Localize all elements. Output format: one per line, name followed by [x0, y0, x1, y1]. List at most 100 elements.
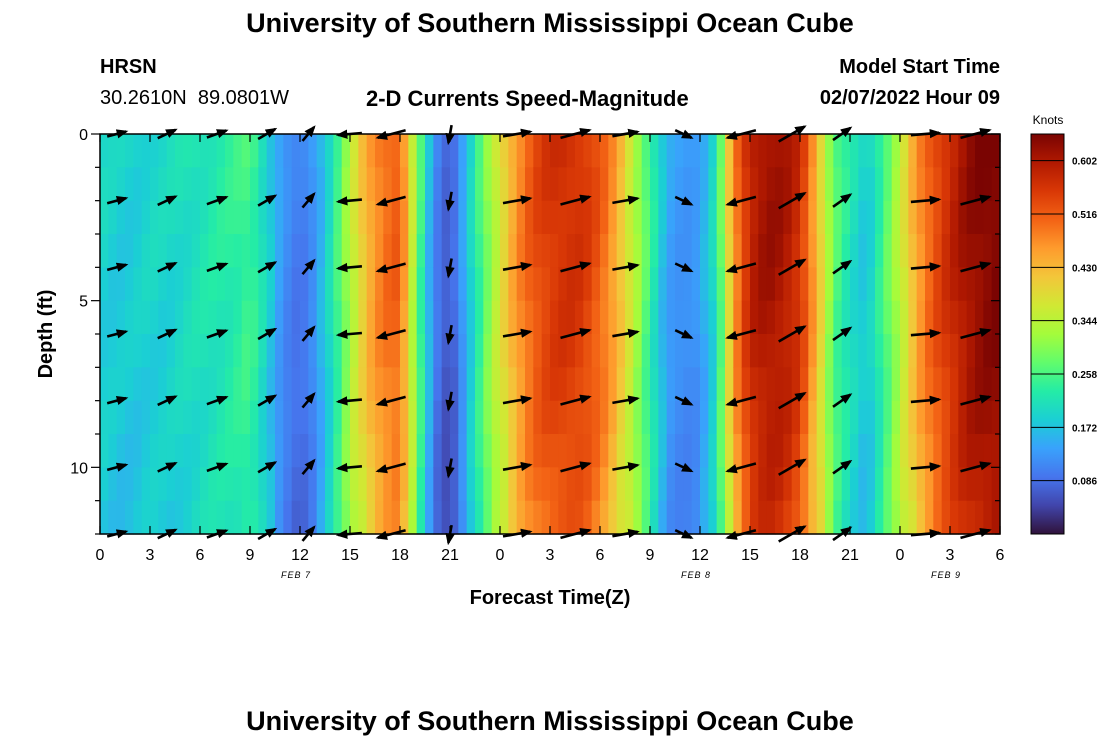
heatmap-cell: [933, 267, 943, 302]
heatmap-cell: [775, 167, 784, 202]
heatmap-cell: [141, 367, 151, 402]
heatmap-cell: [583, 267, 593, 302]
heatmap-cell: [733, 200, 743, 235]
heatmap-cell: [300, 167, 309, 202]
heatmap-cell: [775, 200, 784, 235]
heatmap-cell: [825, 300, 834, 335]
heatmap-cell: [316, 134, 326, 168]
heatmap-cell: [191, 400, 201, 435]
heatmap-cell: [683, 134, 693, 168]
heatmap-cell: [816, 267, 826, 302]
heatmap-cell: [816, 400, 826, 435]
heatmap-cell: [816, 434, 826, 468]
heatmap-cell: [808, 300, 818, 335]
heatmap-cell: [466, 134, 476, 168]
heatmap-cell: [875, 400, 884, 435]
heatmap-cell: [708, 234, 718, 268]
heatmap-cell: [975, 200, 984, 235]
heatmap-cell: [816, 500, 826, 535]
heatmap-cell: [425, 167, 434, 202]
heatmap-cell: [475, 467, 484, 502]
heatmap-cell: [316, 267, 326, 302]
heatmap-cell: [466, 434, 476, 468]
heatmap-cell: [325, 134, 334, 168]
heatmap-cell: [316, 367, 326, 402]
heatmap-cell: [425, 434, 434, 468]
heatmap-cell: [216, 500, 226, 535]
current-vector-arrow: [335, 462, 363, 473]
heatmap-cell: [991, 367, 1001, 402]
heatmap-cell: [233, 500, 243, 535]
heatmap-cell: [700, 200, 709, 235]
heatmap-cell: [216, 200, 226, 235]
heatmap-cell: [633, 500, 643, 535]
heatmap-cell: [233, 400, 243, 435]
heatmap-cell: [491, 300, 501, 335]
heatmap-cell: [141, 467, 151, 502]
heatmap-cell: [233, 200, 243, 235]
heatmap-cell: [333, 234, 343, 268]
heatmap-cell: [866, 334, 876, 368]
heatmap-cell: [308, 267, 318, 302]
heatmap-cell: [675, 234, 684, 268]
heatmap-cell: [241, 267, 251, 302]
heatmap-cell: [275, 467, 284, 502]
heatmap-cell: [741, 267, 751, 302]
heatmap-cell: [808, 500, 818, 535]
heatmap-cell: [175, 234, 184, 268]
x-tick-label: 6: [996, 547, 1005, 564]
heatmap-cell: [791, 467, 801, 502]
heatmap-cell: [341, 500, 351, 535]
current-vector-arrow: [778, 258, 807, 276]
y-tick-label: 5: [79, 294, 88, 311]
heatmap-cell: [208, 134, 218, 168]
heatmap-cell: [433, 167, 443, 202]
heatmap-cell: [433, 367, 443, 402]
heatmap-cell: [250, 400, 259, 435]
heatmap-cell: [433, 500, 443, 535]
current-vector-arrow: [674, 395, 694, 406]
heatmap-cell: [241, 467, 251, 502]
heatmap-cell: [691, 200, 701, 235]
heatmap-cell: [583, 134, 593, 168]
heatmap-cell: [725, 334, 734, 368]
heatmap-cell: [200, 334, 209, 368]
heatmap-cell: [358, 400, 368, 435]
heatmap-cell: [691, 267, 701, 302]
heatmap-cell: [866, 300, 876, 335]
heatmap-cell: [416, 234, 426, 268]
heatmap-cell: [558, 400, 568, 435]
heatmap-cell: [483, 267, 493, 302]
current-vector-arrow: [502, 195, 533, 205]
heatmap-cell: [650, 300, 659, 335]
heatmap-cell: [700, 467, 709, 502]
heatmap-cell: [850, 267, 859, 302]
heatmap-cell: [883, 234, 893, 268]
heatmap-cell: [491, 434, 501, 468]
heatmap-cell: [358, 500, 368, 535]
colorbar-tick-label: 0.258: [1072, 370, 1097, 381]
heatmap-cell: [258, 134, 268, 168]
heatmap-cell: [441, 267, 451, 302]
heatmap-cell: [208, 167, 218, 202]
heatmap-cell: [200, 434, 209, 468]
heatmap-cell: [300, 367, 309, 402]
heatmap-cell: [141, 334, 151, 368]
heatmap-cell: [808, 234, 818, 268]
heatmap-cell: [508, 200, 518, 235]
heatmap-cell: [533, 167, 543, 202]
heatmap-cell: [375, 267, 384, 302]
heatmap-cell: [175, 334, 184, 368]
current-vector-arrow: [301, 458, 316, 476]
x-tick-label: 0: [496, 547, 505, 564]
heatmap-cell: [850, 334, 859, 368]
heatmap-cell: [325, 467, 334, 502]
heatmap-cell: [625, 400, 634, 435]
heatmap-cell: [633, 300, 643, 335]
heatmap-cell: [616, 167, 626, 202]
heatmap-cell: [750, 300, 759, 335]
heatmap-cell: [391, 234, 401, 268]
heatmap-cell: [558, 167, 568, 202]
heatmap-cell: [466, 334, 476, 368]
heatmap-cell: [408, 134, 418, 168]
